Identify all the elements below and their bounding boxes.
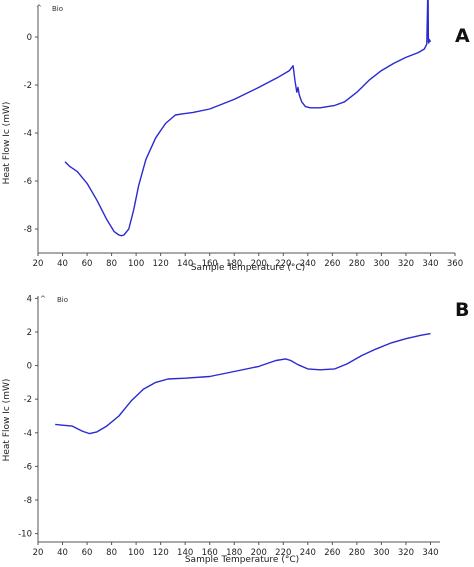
y-tick-label: -6 [24,462,32,472]
panel-label-b: B [455,299,469,321]
x-tick-label: 80 [106,548,117,558]
series-b [55,332,431,435]
x-tick-label: 340 [422,548,438,558]
x-tick-label: 220 [275,548,291,558]
x-tick-label: 20 [33,259,44,269]
x-tick-label: 300 [373,259,389,269]
x-tick-label: 260 [324,259,340,269]
x-tick-label: 360 [447,259,463,269]
x-tick-label: 240 [300,548,316,558]
x-tick-label: 300 [373,548,389,558]
x-tick-label: 180 [226,548,242,558]
series-a [64,0,432,237]
y-tick-label: -10 [18,530,32,540]
x-tick-label: 120 [153,259,169,269]
x-tick-label: 160 [202,259,218,269]
series-line [64,0,432,237]
x-tick-label: 100 [128,259,144,269]
panel-label-a: A [455,25,470,47]
x-tick-label: 240 [300,259,316,269]
y-tick-label: 0 [27,362,32,372]
x-tick-label: 320 [398,259,414,269]
ticks-b: 20 40 60 80 100 120 140 160 180 200 220 240 260 280 30… [18,294,438,558]
x-tick-label: 60 [82,259,93,269]
x-tick-label: 200 [251,548,267,558]
x-axis-label-a: Sample Temperature (°C) [191,263,305,273]
x-tick-label: 280 [349,259,365,269]
legend-caret-up-icon: ^ [40,295,46,303]
y-tick-label: -2 [24,81,32,91]
x-tick-label: 320 [398,548,414,558]
x-tick-label: 280 [349,548,365,558]
y-tick-label: -6 [24,177,32,187]
x-tick-label: 260 [324,548,340,558]
x-tick-label: 60 [82,548,93,558]
x-tick-label: 200 [251,259,267,269]
x-axis-label-b: Sample Temperature (°C) [185,555,299,565]
y-axis-label-b: Heat Flow Ic (mW) [2,379,12,462]
ticks-a: 20 40 60 80 100 120 140 160 180 200 220 240 260 280 30… [24,33,464,269]
y-axis-label-a: Heat Flow Ic (mW) [2,102,12,185]
panel-a: A ^ Bio Sample Temperature (°C) Heat Flo… [2,0,470,273]
x-tick-label: 40 [57,548,68,558]
y-tick-label: -4 [24,129,32,139]
y-tick-label: 4 [27,294,32,304]
x-tick-label: 80 [106,259,117,269]
legend-caret-up-icon: ^ [36,4,42,12]
x-tick-label: 40 [57,259,68,269]
x-tick-label: 220 [275,259,291,269]
x-tick-label: 160 [202,548,218,558]
x-tick-label: 120 [153,548,169,558]
y-tick-label: -8 [24,496,32,506]
y-tick-label: 0 [27,33,32,43]
panel-b: B ^ Bio Sample Temperature (°C) Heat Flo… [2,294,469,565]
y-tick-label: 2 [27,328,32,338]
legend-label-b: Bio [57,296,68,304]
x-tick-label: 340 [422,259,438,269]
x-tick-label: 140 [177,259,193,269]
x-tick-label: 100 [128,548,144,558]
y-tick-label: -8 [24,225,32,235]
legend-label-a: Bio [52,5,63,13]
x-tick-label: 20 [33,548,44,558]
x-tick-label: 180 [226,259,242,269]
series-line [55,332,431,435]
y-tick-label: -4 [24,429,32,439]
x-tick-label: 140 [177,548,193,558]
y-tick-label: -2 [24,395,32,405]
